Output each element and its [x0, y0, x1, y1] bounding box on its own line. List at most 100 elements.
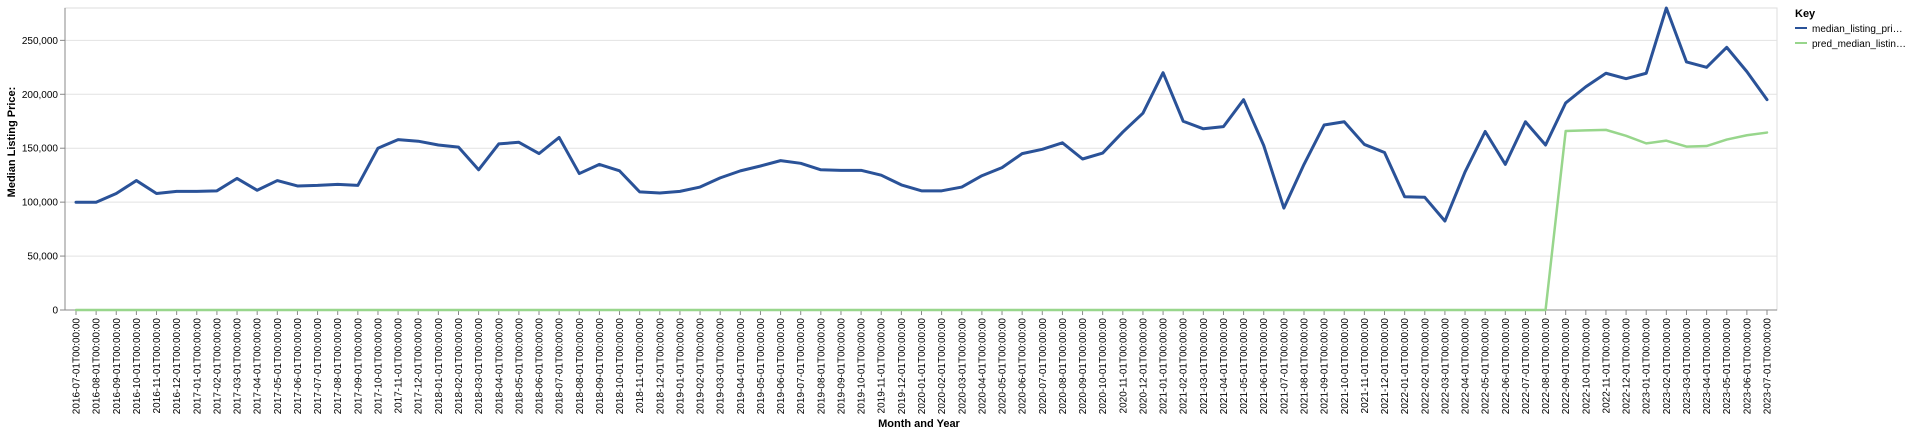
y-axis-title: Median Listing Price: [6, 87, 18, 198]
x-tick-label: 2021-07-01T00:00:00 [1279, 318, 1290, 415]
x-tick-label: 2023-04-01T00:00:00 [1702, 318, 1713, 415]
x-tick-label: 2017-01-01T00:00:00 [192, 318, 203, 415]
x-tick-label: 2017-12-01T00:00:00 [414, 318, 425, 415]
x-tick-label: 2023-06-01T00:00:00 [1742, 318, 1753, 415]
x-tick-label: 2022-10-01T00:00:00 [1581, 318, 1592, 415]
x-axis: 2016-07-01T00:00:00 2016-08-01T00:00:00 20… [65, 309, 1777, 415]
plot-frame [64, 7, 1778, 311]
x-tick-label: 2018-12-01T00:00:00 [655, 318, 666, 415]
legend-label-median: median_listing_pri… [1812, 24, 1903, 35]
x-tick-label: 2016-11-01T00:00:00 [152, 318, 163, 414]
x-tick-label: 2019-11-01T00:00:00 [877, 318, 888, 414]
x-tick-label: 2016-09-01T00:00:00 [112, 318, 123, 415]
x-tick-label: 2019-12-01T00:00:00 [897, 318, 908, 415]
x-tick-label: 2018-10-01T00:00:00 [615, 318, 626, 415]
y-tick-label: 50,000 [27, 252, 58, 263]
series-line-pred-median-listing-price [74, 128, 1769, 312]
x-tick-label: 2019-09-01T00:00:00 [836, 318, 847, 415]
x-tick-label: 2019-05-01T00:00:00 [756, 318, 767, 415]
x-tick-label: 2022-03-01T00:00:00 [1440, 318, 1451, 415]
x-tick-label: 2022-07-01T00:00:00 [1521, 318, 1532, 415]
x-tick-label: 2020-01-01T00:00:00 [917, 318, 928, 415]
x-tick-label: 2020-07-01T00:00:00 [1038, 318, 1049, 415]
x-tick-label: 2023-05-01T00:00:00 [1722, 318, 1733, 415]
x-tick-label: 2021-02-01T00:00:00 [1179, 318, 1190, 415]
y-tick-label: 0 [52, 306, 58, 317]
x-tick-label: 2016-07-01T00:00:00 [72, 318, 83, 415]
x-tick-label: 2017-05-01T00:00:00 [273, 318, 284, 415]
x-tick-label: 2020-10-01T00:00:00 [1098, 318, 1109, 415]
x-tick-label: 2016-12-01T00:00:00 [172, 318, 183, 415]
series-line-median-listing-price [74, 6, 1769, 223]
x-tick-label: 2021-08-01T00:00:00 [1299, 318, 1310, 415]
x-tick-label: 2018-04-01T00:00:00 [494, 318, 505, 415]
x-tick-label: 2019-08-01T00:00:00 [816, 318, 827, 415]
x-tick-label: 2020-02-01T00:00:00 [937, 318, 948, 415]
x-tick-label: 2018-03-01T00:00:00 [474, 318, 485, 415]
x-tick-label: 2020-08-01T00:00:00 [1058, 318, 1069, 415]
x-tick-label: 2020-12-01T00:00:00 [1138, 318, 1149, 415]
x-tick-label: 2017-06-01T00:00:00 [293, 318, 304, 415]
x-tick-label: 2019-07-01T00:00:00 [796, 318, 807, 415]
x-tick-label: 2017-08-01T00:00:00 [333, 318, 344, 415]
x-tick-label: 2017-04-01T00:00:00 [253, 318, 264, 415]
x-tick-label: 2018-09-01T00:00:00 [595, 318, 606, 415]
x-tick-label: 2021-03-01T00:00:00 [1199, 318, 1210, 415]
x-tick-label: 2018-07-01T00:00:00 [555, 318, 566, 415]
x-tick-label: 2019-10-01T00:00:00 [857, 318, 868, 415]
x-tick-label: 2021-01-01T00:00:00 [1159, 318, 1170, 415]
x-tick-label: 2022-06-01T00:00:00 [1501, 318, 1512, 415]
y-tick-label: 100,000 [22, 198, 59, 209]
legend-label-pred: pred_median_listin… [1812, 39, 1906, 50]
x-tick-label: 2016-10-01T00:00:00 [132, 318, 143, 415]
x-tick-label: 2021-12-01T00:00:00 [1380, 318, 1391, 415]
x-tick-label: 2022-02-01T00:00:00 [1420, 318, 1431, 415]
x-tick-label: 2019-01-01T00:00:00 [675, 318, 686, 415]
x-tick-label: 2022-12-01T00:00:00 [1622, 318, 1633, 415]
x-tick-label: 2019-06-01T00:00:00 [776, 318, 787, 415]
gridlines [64, 7, 1778, 311]
x-tick-label: 2020-04-01T00:00:00 [977, 318, 988, 415]
x-axis-title: Month and Year [878, 418, 960, 430]
x-tick-label: 2021-04-01T00:00:00 [1219, 318, 1230, 415]
x-tick-label: 2020-06-01T00:00:00 [1018, 318, 1029, 415]
x-tick-label: 2023-01-01T00:00:00 [1642, 318, 1653, 415]
x-tick-label: 2021-09-01T00:00:00 [1320, 318, 1331, 415]
x-tick-label: 2019-03-01T00:00:00 [716, 318, 727, 415]
x-tick-label: 2016-08-01T00:00:00 [92, 318, 103, 415]
x-tick-label: 2021-10-01T00:00:00 [1340, 318, 1351, 415]
x-tick-label: 2017-11-01T00:00:00 [394, 318, 405, 414]
legend: Key median_listing_pri… pred_median_list… [1795, 8, 1906, 50]
y-tick-label: 250,000 [22, 36, 59, 47]
x-tick-label: 2018-05-01T00:00:00 [514, 318, 525, 415]
y-tick-label: 150,000 [22, 144, 59, 155]
x-tick-label: 2023-02-01T00:00:00 [1662, 318, 1673, 415]
x-tick-label: 2017-03-01T00:00:00 [233, 318, 244, 415]
series-lines [74, 6, 1769, 312]
x-tick-label: 2018-06-01T00:00:00 [535, 318, 546, 415]
x-tick-label: 2022-11-01T00:00:00 [1601, 318, 1612, 414]
x-tick-label: 2018-08-01T00:00:00 [575, 318, 586, 415]
x-tick-label: 2018-02-01T00:00:00 [454, 318, 465, 415]
x-tick-label: 2019-02-01T00:00:00 [696, 318, 707, 415]
x-tick-label: 2021-11-01T00:00:00 [1360, 318, 1371, 414]
x-tick-label: 2021-05-01T00:00:00 [1239, 318, 1250, 415]
x-tick-label: 2022-09-01T00:00:00 [1561, 318, 1572, 415]
legend-title: Key [1795, 8, 1816, 20]
x-tick-label: 2019-04-01T00:00:00 [736, 318, 747, 415]
x-tick-label: 2017-10-01T00:00:00 [373, 318, 384, 415]
x-tick-label: 2023-03-01T00:00:00 [1682, 318, 1693, 415]
x-tick-label: 2021-06-01T00:00:00 [1259, 318, 1270, 415]
x-tick-label: 2020-11-01T00:00:00 [1118, 318, 1129, 414]
x-tick-label: 2020-05-01T00:00:00 [998, 318, 1009, 415]
x-tick-label: 2020-09-01T00:00:00 [1078, 318, 1089, 415]
x-tick-label: 2020-03-01T00:00:00 [957, 318, 968, 415]
x-tick-label: 2022-01-01T00:00:00 [1400, 318, 1411, 415]
y-tick-label: 200,000 [22, 90, 59, 101]
x-tick-label: 2018-01-01T00:00:00 [434, 318, 445, 415]
x-tick-label: 2017-02-01T00:00:00 [212, 318, 223, 415]
x-tick-label: 2022-04-01T00:00:00 [1461, 318, 1472, 415]
x-tick-label: 2023-07-01T00:00:00 [1763, 318, 1774, 415]
x-tick-label: 2017-07-01T00:00:00 [313, 318, 324, 415]
